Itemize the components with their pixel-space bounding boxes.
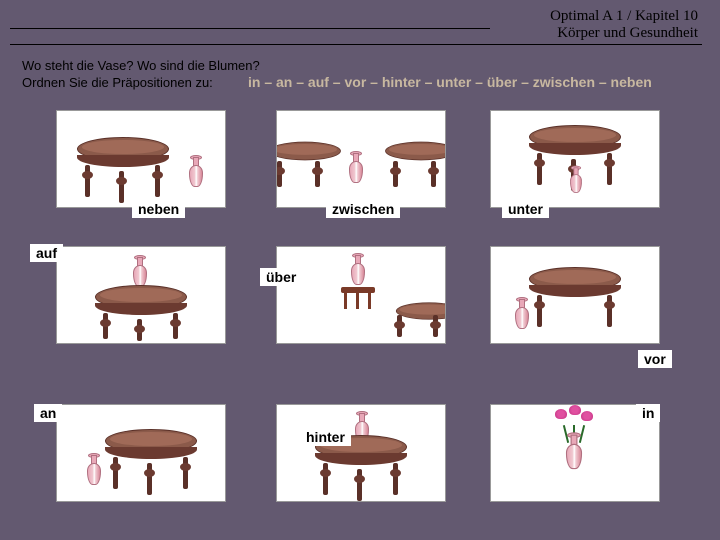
header-subtitle: Körper und Gesundheit [550,25,698,42]
label-ueber[interactable]: über [260,268,302,286]
label-zwischen[interactable]: zwischen [326,200,400,218]
page-header: Optimal A 1 / Kapitel 10 Körper und Gesu… [550,8,698,42]
image-zwischen [276,110,446,208]
cell-an [56,404,256,524]
label-in[interactable]: in [636,404,660,422]
label-neben[interactable]: neben [132,200,185,218]
label-unter[interactable]: unter [502,200,549,218]
image-an [56,404,226,502]
image-unter [490,110,660,208]
image-auf [56,246,226,344]
label-an[interactable]: an [34,404,62,422]
cell-auf [56,246,256,366]
header-rule-lower [10,44,702,45]
image-vor [490,246,660,344]
header-rule-upper [10,28,490,29]
image-neben [56,110,226,208]
cell-vor [490,246,690,366]
prompt-line-2: Ordnen Sie die Präpositionen zu: [22,75,260,92]
prompt-line-1: Wo steht die Vase? Wo sind die Blumen? [22,58,260,75]
image-ueber [276,246,446,344]
preposition-hint: in – an – auf – vor – hinter – unter – ü… [248,74,652,90]
cell-in [490,404,690,524]
cell-hinter [276,404,476,524]
image-in [490,404,660,502]
label-auf[interactable]: auf [30,244,63,262]
cell-ueber [276,246,476,366]
exercise-prompt: Wo steht die Vase? Wo sind die Blumen? O… [22,58,260,92]
header-title: Optimal A 1 / Kapitel 10 [550,8,698,25]
label-hinter[interactable]: hinter [300,428,351,446]
image-hinter [276,404,446,502]
label-vor[interactable]: vor [638,350,672,368]
